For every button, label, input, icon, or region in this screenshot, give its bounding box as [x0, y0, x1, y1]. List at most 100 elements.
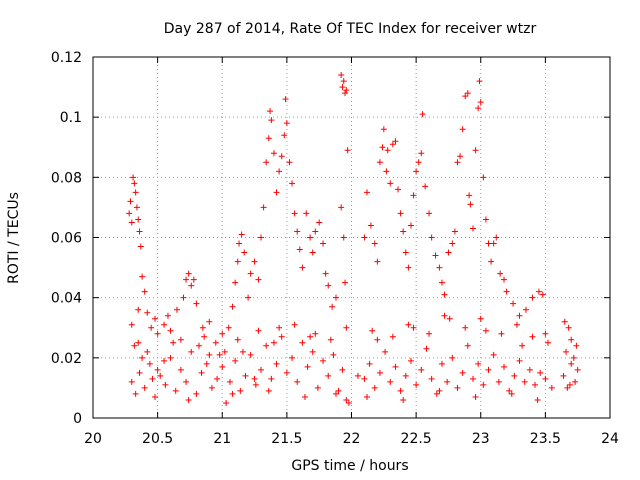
data-point [247, 351, 254, 358]
data-point [361, 234, 368, 241]
data-point [216, 351, 223, 358]
data-point [345, 399, 352, 406]
data-point [206, 351, 213, 358]
data-point [433, 390, 440, 397]
data-point [177, 336, 184, 343]
data-point [574, 366, 581, 373]
data-point [389, 141, 396, 148]
data-point [185, 270, 192, 277]
data-point [309, 348, 316, 355]
data-point [413, 168, 420, 175]
data-point [343, 396, 350, 403]
data-point [208, 384, 215, 391]
data-point [426, 330, 433, 337]
data-point [330, 351, 337, 358]
data-point [167, 354, 174, 361]
data-point [480, 174, 487, 181]
data-point [369, 327, 376, 334]
data-point [497, 270, 504, 277]
data-point [198, 369, 205, 376]
data-point [516, 357, 523, 364]
data-point [529, 294, 536, 301]
data-point [289, 354, 296, 361]
data-point [136, 369, 143, 376]
data-point [380, 126, 387, 133]
data-point [229, 303, 236, 310]
data-point [537, 369, 544, 376]
data-point [312, 330, 319, 337]
data-point [516, 312, 523, 319]
data-point [459, 126, 466, 133]
data-point [565, 324, 572, 331]
data-point [307, 234, 314, 241]
data-point [265, 387, 272, 394]
data-point [464, 90, 471, 97]
y-tick-label: 0.1 [60, 110, 82, 126]
data-point [490, 240, 497, 247]
data-point [146, 360, 153, 367]
data-point [232, 279, 239, 286]
data-point [343, 324, 350, 331]
data-point [407, 222, 414, 229]
data-point [374, 258, 381, 265]
data-point [139, 354, 146, 361]
data-point [413, 381, 420, 388]
data-point [506, 387, 513, 394]
data-point [289, 180, 296, 187]
data-point [255, 327, 262, 334]
data-point [130, 174, 137, 181]
data-point [195, 342, 202, 349]
data-point [273, 189, 280, 196]
data-point [170, 339, 177, 346]
data-point [247, 270, 254, 277]
data-point [214, 375, 221, 382]
data-point [236, 240, 243, 247]
data-point [303, 210, 310, 217]
data-point [183, 276, 190, 283]
data-point [407, 357, 414, 364]
data-point [152, 393, 159, 400]
data-point [128, 219, 135, 226]
data-point [493, 234, 500, 241]
data-point [485, 240, 492, 247]
data-point [397, 210, 404, 217]
data-point [459, 369, 466, 376]
data-point [410, 324, 417, 331]
y-tick-label: 0.04 [51, 291, 82, 307]
data-point [462, 324, 469, 331]
data-point [141, 384, 148, 391]
data-point [128, 378, 135, 385]
data-point [542, 330, 549, 337]
data-point [245, 294, 252, 301]
data-point [570, 354, 577, 361]
data-point [564, 384, 571, 391]
data-point [544, 339, 551, 346]
data-point [371, 384, 378, 391]
data-point [445, 249, 452, 256]
data-point [342, 90, 349, 97]
data-point [296, 246, 303, 253]
data-point [462, 93, 469, 100]
y-tick-label: 0.08 [51, 170, 82, 186]
data-point [338, 204, 345, 211]
data-point [387, 378, 394, 385]
data-point [422, 183, 429, 190]
data-point [183, 378, 190, 385]
data-point [128, 321, 135, 328]
data-point [270, 339, 277, 346]
data-point [325, 282, 332, 289]
data-point [232, 357, 239, 364]
data-point [276, 168, 283, 175]
data-point [454, 159, 461, 166]
data-point [322, 270, 329, 277]
data-point [490, 351, 497, 358]
data-point [314, 384, 321, 391]
data-point [402, 249, 409, 256]
data-point [219, 330, 226, 337]
data-point [438, 279, 445, 286]
data-point [268, 375, 275, 382]
data-point [234, 336, 241, 343]
data-point [444, 378, 451, 385]
data-point [132, 390, 139, 397]
